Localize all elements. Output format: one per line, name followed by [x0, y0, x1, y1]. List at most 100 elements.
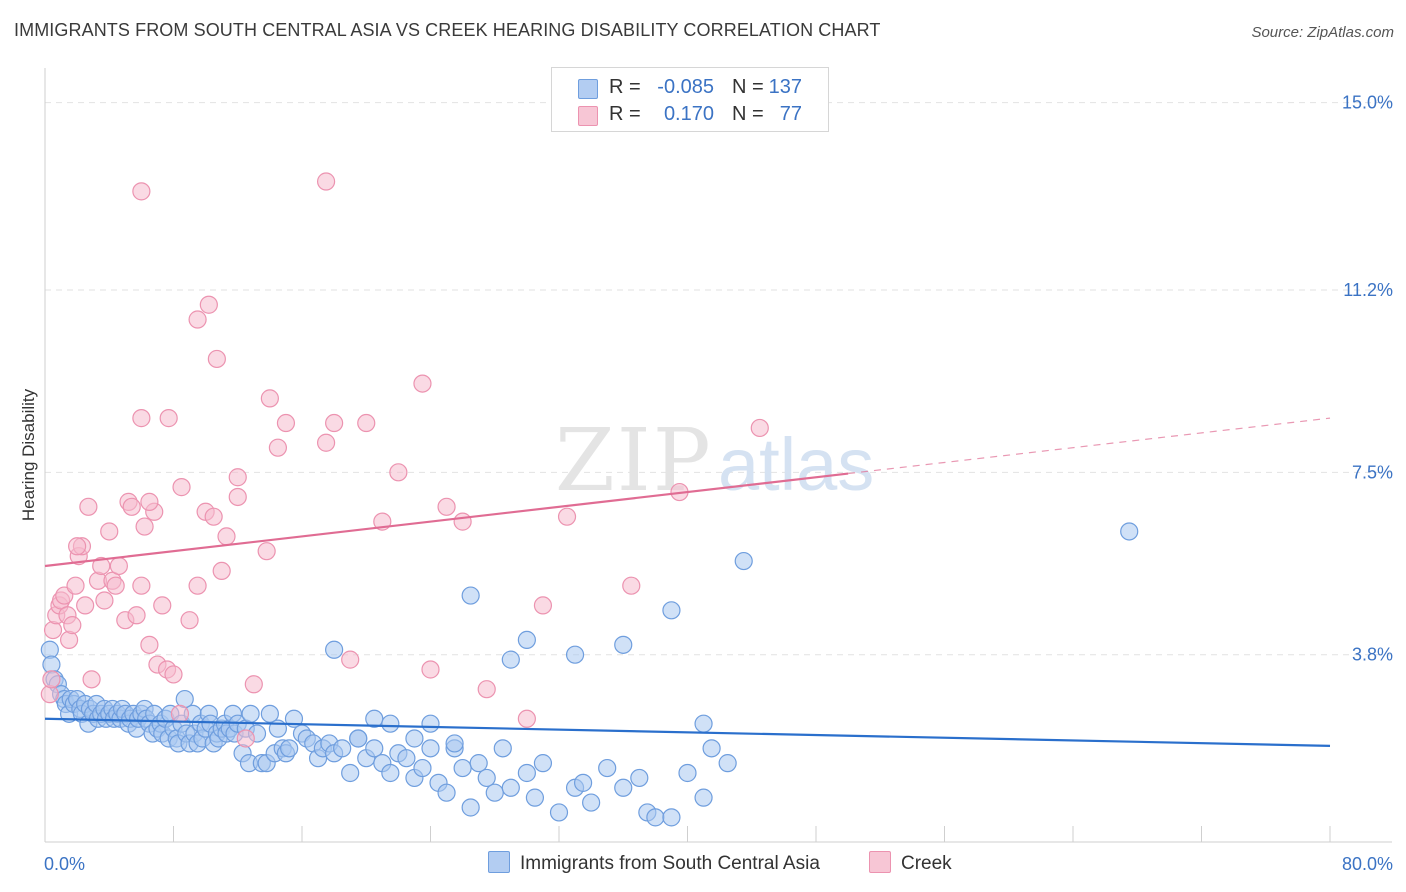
data-point-blue [525, 788, 545, 807]
series-pink-points [40, 172, 769, 748]
bottom-legend-swatch-pink [869, 851, 891, 873]
data-point-pink [92, 556, 111, 576]
data-point-pink [217, 527, 236, 546]
data-point-blue [1120, 522, 1139, 541]
data-point-pink [276, 413, 296, 433]
data-point-pink [341, 650, 360, 669]
legend-row-series1: R = -0.085 N = 137 [552, 73, 828, 101]
data-point-pink [180, 611, 199, 630]
data-point-blue [702, 739, 721, 758]
data-point-blue [573, 773, 593, 792]
data-point-pink [244, 675, 263, 694]
data-point-pink [477, 680, 496, 699]
data-point-pink [325, 413, 344, 433]
watermark-zip: ZIP [555, 411, 713, 511]
data-point-pink [106, 576, 125, 595]
y-axis-title: Hearing Disability [19, 388, 38, 521]
data-point-pink [132, 409, 151, 428]
grid-lines [45, 102, 1392, 656]
data-point-pink [132, 182, 151, 201]
data-point-pink [68, 537, 87, 556]
legend-r-label: R = [609, 103, 641, 125]
data-point-blue [461, 586, 480, 605]
data-point-pink [260, 389, 279, 408]
watermark: ZIP atlas [555, 411, 874, 511]
legend-swatch-pink [578, 106, 598, 126]
correlation-legend: R = -0.085 N = 137 R = 0.170 N = 77 [551, 67, 829, 132]
bottom-legend-swatch-blue [488, 851, 510, 873]
x-tick-label: 0.0% [44, 854, 85, 874]
legend-r-value: -0.085 [657, 76, 714, 98]
bottom-legend-series2: Creek [869, 851, 952, 875]
data-point-pink [132, 576, 151, 595]
trend-line-pink-extension [848, 417, 1331, 475]
data-point-pink [82, 670, 101, 689]
data-point-pink [622, 576, 641, 595]
data-point-pink [316, 433, 336, 452]
data-point-blue [325, 640, 344, 659]
data-point-pink [413, 374, 432, 393]
data-point-blue [453, 758, 472, 778]
data-point-blue [333, 739, 352, 758]
data-point-blue [565, 645, 585, 664]
data-point-blue [646, 808, 665, 827]
data-point-blue [517, 630, 536, 650]
data-point-pink [533, 596, 553, 615]
data-point-blue [241, 704, 260, 723]
legend-r-value: 0.170 [663, 103, 714, 125]
data-point-blue [614, 778, 633, 797]
data-points [40, 172, 1139, 827]
data-point-pink [153, 596, 172, 615]
data-point-blue [718, 754, 737, 773]
trend-line-blue [44, 717, 1331, 747]
legend-swatch-blue [578, 79, 598, 99]
data-point-pink [204, 507, 223, 526]
bottom-legend-series1: Immigrants from South Central Asia [488, 851, 820, 875]
chart-source: Source: ZipAtlas.com [1251, 24, 1394, 41]
data-point-pink [188, 310, 207, 329]
data-point-pink [140, 635, 159, 654]
data-point-blue [598, 758, 617, 778]
data-point-pink [100, 522, 119, 541]
data-point-blue [630, 768, 649, 788]
data-point-pink [236, 729, 255, 748]
data-point-blue [678, 763, 697, 783]
data-point-blue [341, 763, 360, 783]
data-point-blue [381, 763, 400, 783]
data-point-pink [316, 172, 336, 191]
series-blue-points [40, 522, 1139, 827]
data-point-blue [501, 778, 520, 797]
data-point-blue [501, 650, 520, 669]
data-point-pink [159, 409, 178, 428]
data-point-blue [694, 714, 713, 733]
data-point-pink [268, 438, 288, 457]
data-point-pink [199, 295, 218, 314]
data-point-pink [42, 670, 61, 689]
data-point-blue [280, 739, 299, 758]
data-point-pink [43, 620, 63, 640]
data-point-pink [357, 413, 376, 433]
data-point-pink [228, 468, 247, 487]
data-point-pink [517, 709, 536, 728]
bottom-legend-label: Immigrants from South Central Asia [520, 853, 820, 874]
data-point-pink [750, 418, 769, 438]
bottom-legend-label: Creek [901, 853, 952, 874]
data-point-blue [365, 739, 384, 758]
data-point-blue [582, 793, 601, 812]
data-point-blue [421, 739, 440, 758]
data-point-blue [493, 739, 512, 758]
axis-labels: 3.8% 7.5% 11.2% 15.0% 0.0% 80.0% Hearing Disab… [19, 93, 1393, 874]
data-point-blue [413, 758, 432, 778]
data-point-pink [59, 630, 79, 650]
data-point-blue [533, 754, 553, 773]
data-point-pink [257, 542, 276, 561]
data-point-pink [228, 487, 247, 507]
data-point-pink [421, 660, 440, 679]
watermark-atlas: atlas [718, 423, 874, 506]
legend-r-label: R = [609, 76, 641, 98]
data-point-pink [212, 561, 231, 581]
data-point-blue [349, 729, 368, 748]
y-tick-label: 3.8% [1352, 645, 1393, 665]
legend-n-value: 137 [768, 76, 802, 98]
data-point-pink [140, 492, 159, 511]
